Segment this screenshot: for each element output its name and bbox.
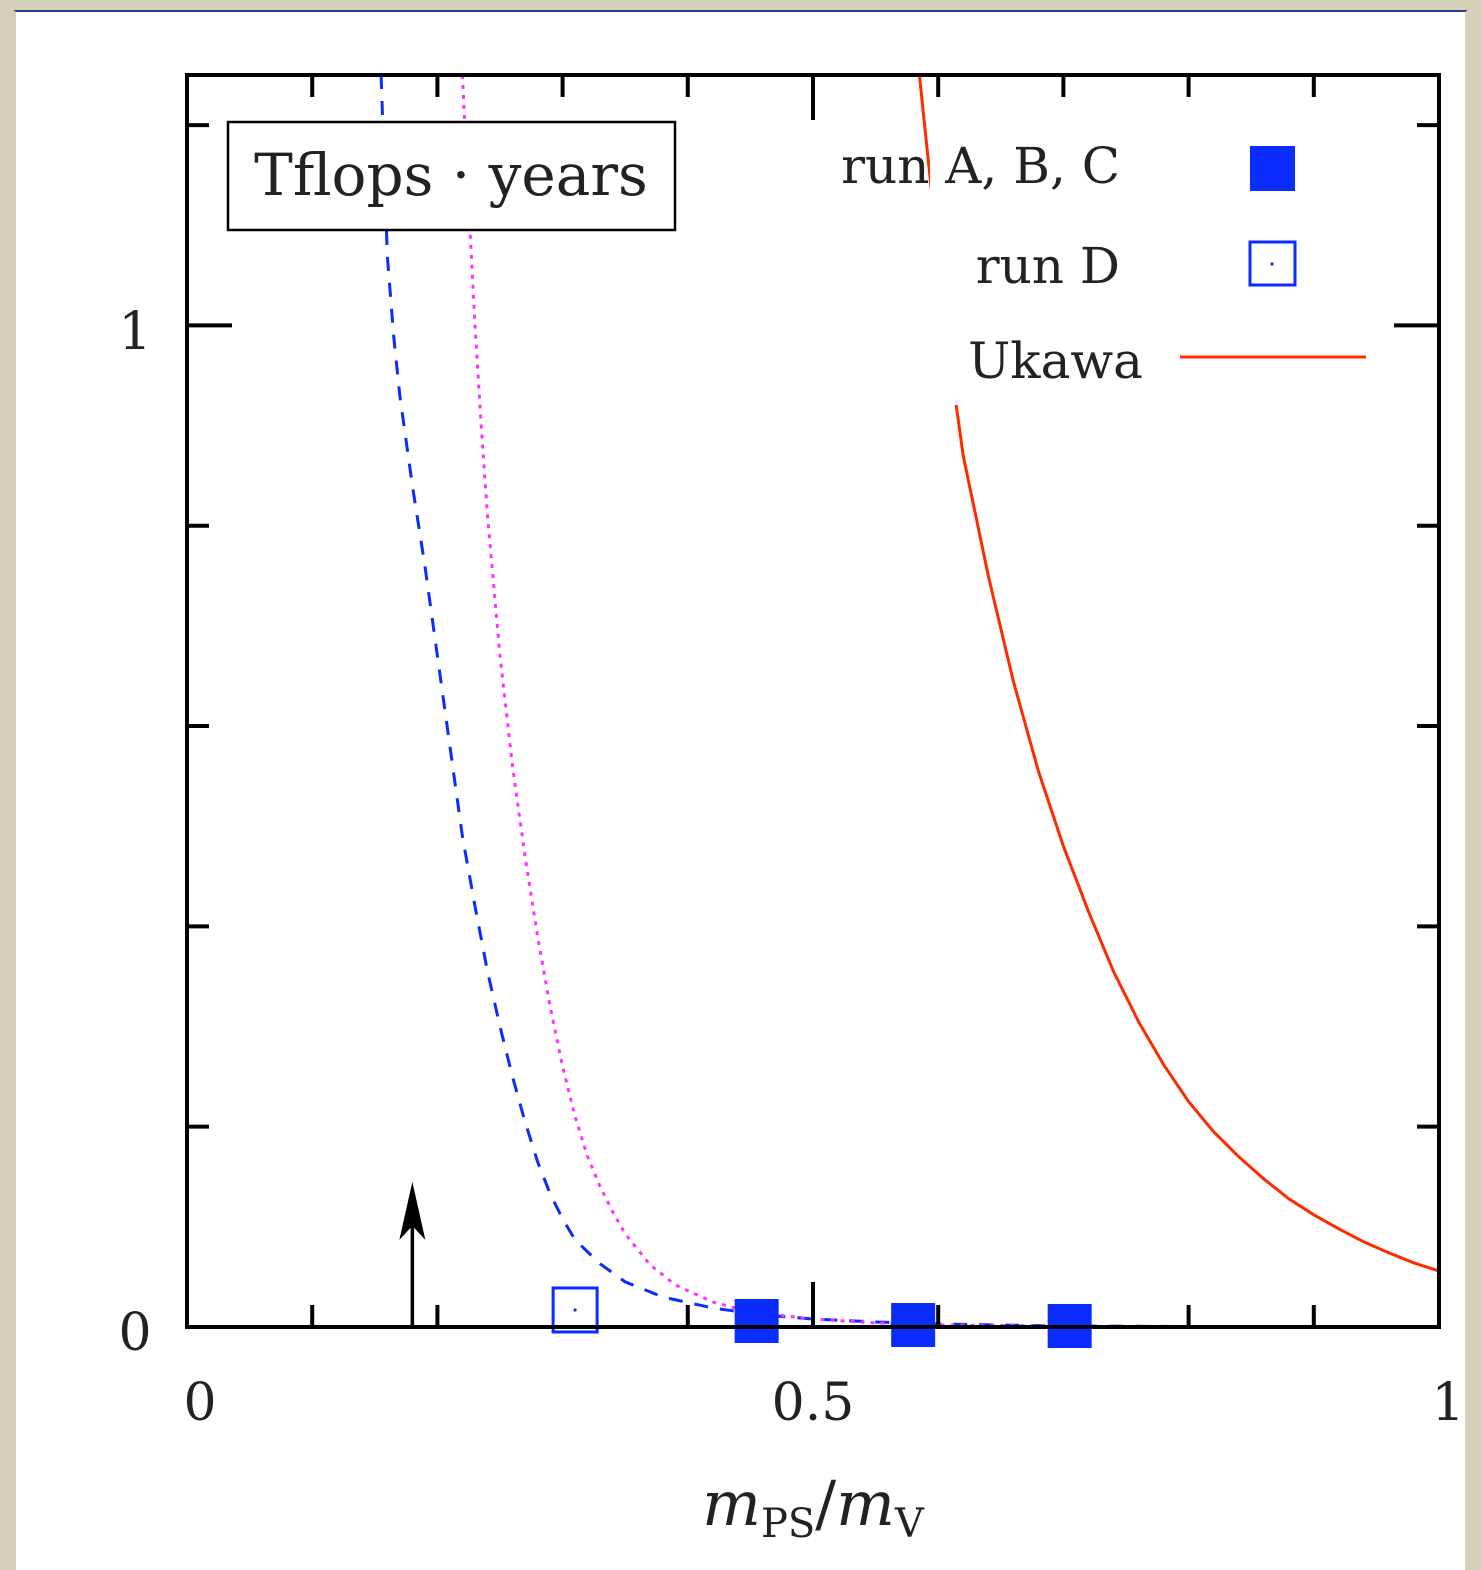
y-tick-labels: 0 1 (118, 302, 151, 1363)
inset-label: Tflops · years (254, 141, 648, 209)
up-arrow-icon (399, 1181, 426, 1327)
legend-open-square-dot (1270, 262, 1274, 266)
ukawa-curve (917, 75, 1439, 1273)
markers-group (551, 1286, 1092, 1348)
curves-group (379, 75, 1439, 1327)
legend-label-ukawa: Ukawa (968, 332, 1143, 390)
plot-frame (185, 73, 1441, 1329)
legend-filled-square-icon (1250, 146, 1295, 191)
legend-open-square-icon (1248, 240, 1297, 287)
x-tick-labels: 0 0.5 1 (183, 1373, 1464, 1433)
x-axis-label: mPS/mV (702, 1467, 925, 1547)
arrow-head (399, 1181, 426, 1240)
x-tick-label: 1 (1431, 1373, 1464, 1433)
data-point-filled-square (891, 1302, 936, 1347)
legend-label-run-d: run D (976, 237, 1120, 295)
dashed-curve (379, 75, 1189, 1327)
data-point-filled-square (734, 1298, 779, 1343)
dotted-curve (460, 75, 1064, 1327)
y-tick-label: 0 (118, 1303, 151, 1363)
inset-label-box: Tflops · years (226, 120, 677, 232)
data-point-open-square-dot (573, 1308, 577, 1312)
legend: run A, B, C run D Ukawa (841, 137, 1380, 405)
x-tick-label: 0 (183, 1373, 216, 1433)
x-tick-label: 0.5 (772, 1373, 855, 1433)
y-tick-label: 1 (118, 302, 151, 362)
legend-label-run-abc: run A, B, C (841, 137, 1120, 195)
